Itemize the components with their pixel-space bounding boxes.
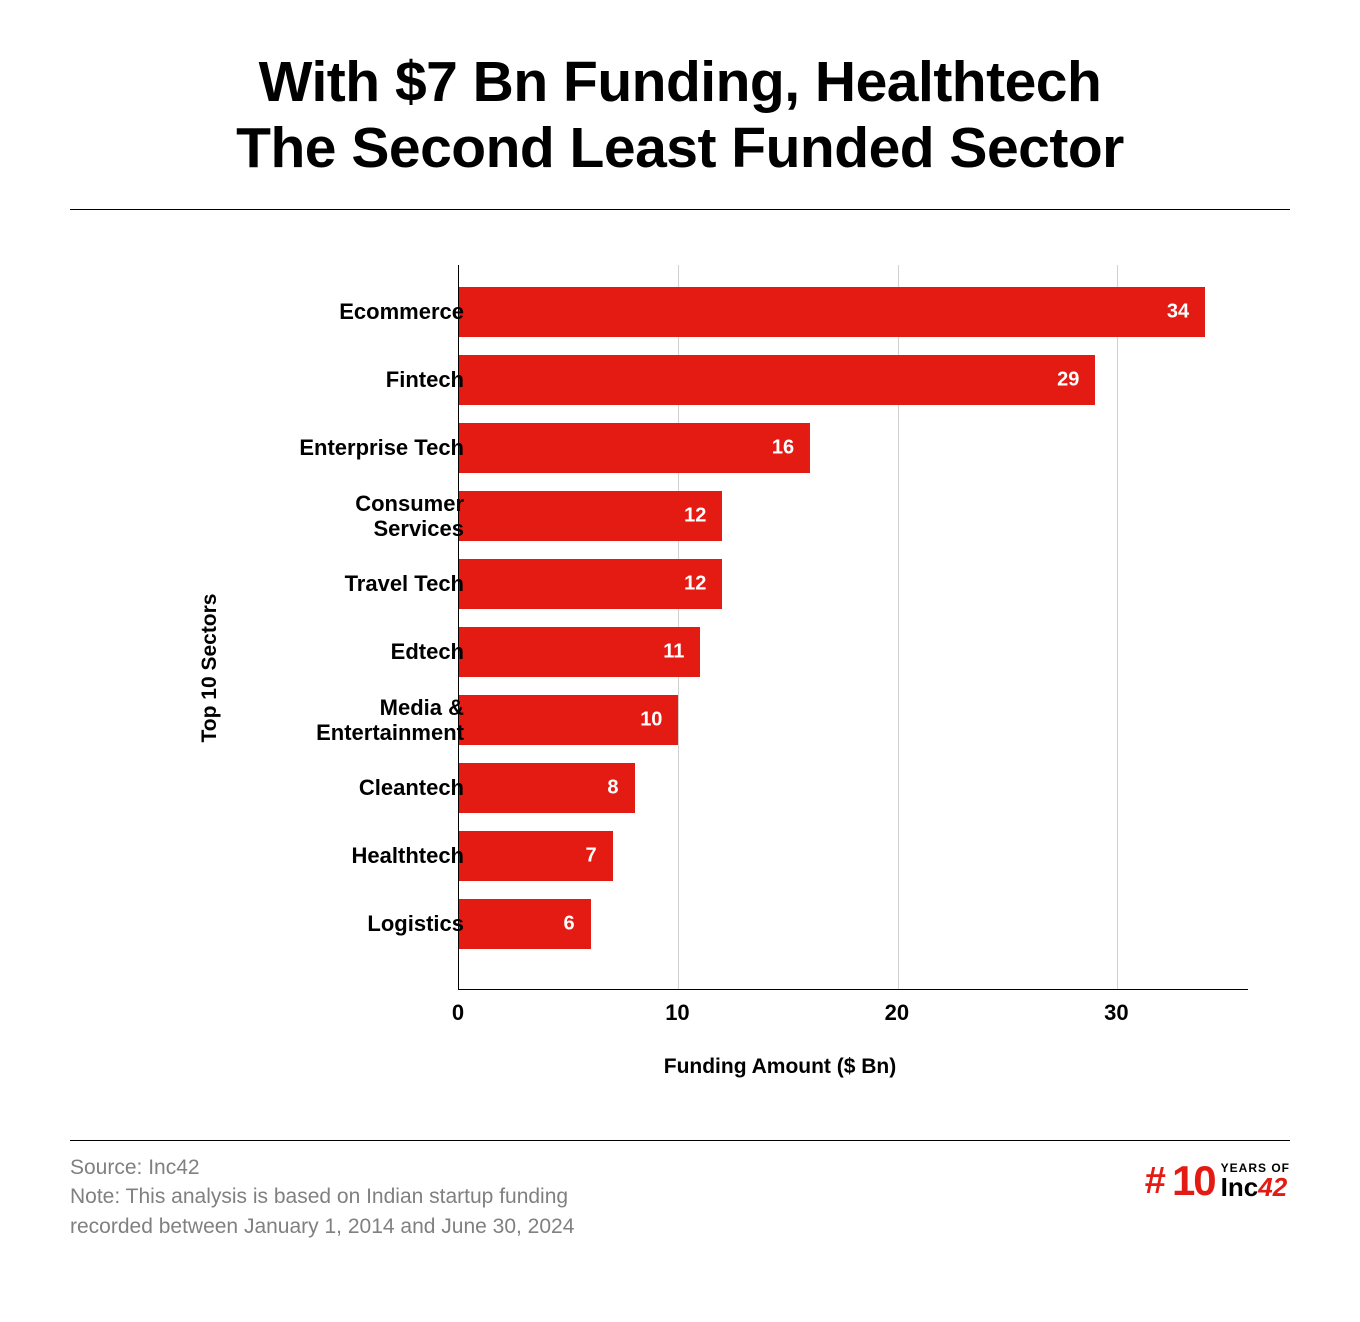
bar-value-label: 7 bbox=[585, 845, 596, 868]
bar: 34 bbox=[459, 287, 1205, 337]
logo-inc-42: Inc42 bbox=[1221, 1174, 1290, 1200]
logo-ten: 10 bbox=[1172, 1157, 1215, 1205]
footer-text: Source: Inc42 Note: This analysis is bas… bbox=[70, 1153, 574, 1241]
category-label: Media &Entertainment bbox=[214, 695, 464, 745]
footer: Source: Inc42 Note: This analysis is bas… bbox=[70, 1153, 1290, 1241]
bar-value-label: 29 bbox=[1057, 369, 1079, 392]
category-label: Fintech bbox=[214, 355, 464, 405]
category-label: Ecommerce bbox=[214, 287, 464, 337]
bar: 16 bbox=[459, 423, 810, 473]
bar-value-label: 12 bbox=[684, 573, 706, 596]
divider-bottom bbox=[70, 1140, 1290, 1141]
bar-value-label: 11 bbox=[663, 641, 684, 664]
x-axis-title: Funding Amount ($ Bn) bbox=[664, 1055, 897, 1079]
divider-top bbox=[70, 209, 1290, 210]
category-label: Healthtech bbox=[214, 831, 464, 881]
bar-row: 34 bbox=[459, 287, 1205, 337]
chart-area: Top 10 Sectors 34291612121110876 Funding… bbox=[70, 265, 1290, 1070]
category-label: Enterprise Tech bbox=[214, 423, 464, 473]
bar: 8 bbox=[459, 763, 635, 813]
category-label: Edtech bbox=[214, 627, 464, 677]
bar-row: 12 bbox=[459, 491, 722, 541]
logo-hash: # bbox=[1145, 1160, 1166, 1203]
bar: 7 bbox=[459, 831, 613, 881]
title-line-1: With $7 Bn Funding, Healthtech bbox=[259, 50, 1102, 114]
logo-right: YEARS OF Inc42 bbox=[1221, 1162, 1290, 1200]
bar: 6 bbox=[459, 899, 591, 949]
x-tick-label: 30 bbox=[1104, 1000, 1128, 1026]
chart-title: With $7 Bn Funding, Healthtech The Secon… bbox=[70, 50, 1290, 181]
bar: 10 bbox=[459, 695, 678, 745]
x-tick-label: 10 bbox=[665, 1000, 689, 1026]
bar: 11 bbox=[459, 627, 700, 677]
category-label: ConsumerServices bbox=[214, 491, 464, 541]
bar: 29 bbox=[459, 355, 1095, 405]
bar-row: 10 bbox=[459, 695, 678, 745]
bar-row: 6 bbox=[459, 899, 591, 949]
bar-row: 8 bbox=[459, 763, 635, 813]
bar-value-label: 16 bbox=[772, 437, 794, 460]
bar: 12 bbox=[459, 491, 722, 541]
bar-row: 16 bbox=[459, 423, 810, 473]
bar-value-label: 34 bbox=[1167, 301, 1189, 324]
x-tick-label: 0 bbox=[452, 1000, 464, 1026]
bar-row: 7 bbox=[459, 831, 613, 881]
source-line: Source: Inc42 bbox=[70, 1153, 574, 1182]
category-label: Travel Tech bbox=[214, 559, 464, 609]
note-line-1: Note: This analysis is based on Indian s… bbox=[70, 1182, 574, 1211]
bar-value-label: 12 bbox=[684, 505, 706, 528]
note-line-2: recorded between January 1, 2014 and Jun… bbox=[70, 1212, 574, 1241]
bar-value-label: 10 bbox=[640, 709, 662, 732]
title-line-2: The Second Least Funded Sector bbox=[236, 116, 1124, 180]
logo-42-text: 42 bbox=[1258, 1172, 1287, 1202]
grid-line bbox=[1117, 265, 1118, 989]
bar-row: 29 bbox=[459, 355, 1095, 405]
brand-logo: # 10 YEARS OF Inc42 bbox=[1145, 1157, 1290, 1205]
x-tick-label: 20 bbox=[885, 1000, 909, 1026]
plot-region: 34 29 16 12 12 11 10 8 7 6 bbox=[458, 265, 1248, 990]
category-label: Cleantech bbox=[214, 763, 464, 813]
logo-inc-text: Inc bbox=[1221, 1172, 1259, 1202]
bar: 12 bbox=[459, 559, 722, 609]
bar-value-label: 6 bbox=[564, 913, 575, 936]
bar-row: 11 bbox=[459, 627, 700, 677]
bar-value-label: 8 bbox=[607, 777, 618, 800]
bar-row: 12 bbox=[459, 559, 722, 609]
category-label: Logistics bbox=[214, 899, 464, 949]
